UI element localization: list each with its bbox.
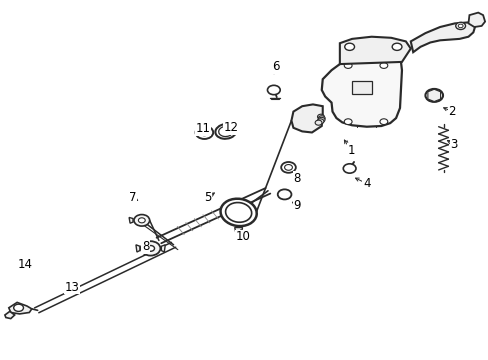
Circle shape [457,24,462,28]
Circle shape [195,126,213,139]
Text: 7: 7 [129,191,137,204]
Text: 3: 3 [449,138,457,150]
Circle shape [281,162,295,173]
Ellipse shape [215,124,236,139]
Polygon shape [234,228,242,232]
Polygon shape [468,13,484,27]
Polygon shape [321,58,401,127]
Circle shape [318,117,325,122]
Polygon shape [129,217,133,223]
Circle shape [379,63,387,68]
Text: 12: 12 [223,121,238,134]
Polygon shape [410,22,474,52]
Text: 14: 14 [18,258,33,271]
Polygon shape [136,245,140,252]
Circle shape [344,43,354,50]
Circle shape [200,129,208,136]
Circle shape [391,43,401,50]
Text: 1: 1 [346,144,354,157]
Polygon shape [9,302,32,314]
Circle shape [428,92,438,99]
Text: 5: 5 [203,191,211,204]
Circle shape [317,114,324,119]
Text: 8: 8 [293,172,301,185]
Circle shape [344,119,351,125]
Circle shape [314,120,321,125]
Circle shape [318,116,325,121]
Circle shape [316,119,323,124]
Circle shape [146,246,154,251]
Circle shape [277,189,291,199]
Text: 10: 10 [236,230,250,243]
Text: 13: 13 [65,281,80,294]
Text: 11: 11 [195,122,210,135]
Circle shape [267,85,280,95]
Circle shape [455,22,465,30]
Polygon shape [5,311,15,319]
Polygon shape [339,37,410,64]
Bar [351,81,371,94]
Text: 6: 6 [272,60,280,73]
Polygon shape [161,245,165,252]
Polygon shape [291,104,322,132]
Text: 2: 2 [447,105,455,118]
Ellipse shape [225,203,251,222]
Text: 9: 9 [293,199,301,212]
Circle shape [141,241,160,256]
Circle shape [134,215,149,226]
Circle shape [343,164,355,173]
Ellipse shape [218,126,233,136]
Text: 4: 4 [362,177,370,190]
Circle shape [138,218,145,223]
Polygon shape [427,89,440,102]
Circle shape [379,119,387,125]
Circle shape [284,165,292,170]
Ellipse shape [220,199,256,226]
Circle shape [425,89,442,102]
Text: 8: 8 [142,240,149,253]
Circle shape [344,63,351,68]
Circle shape [14,304,23,311]
